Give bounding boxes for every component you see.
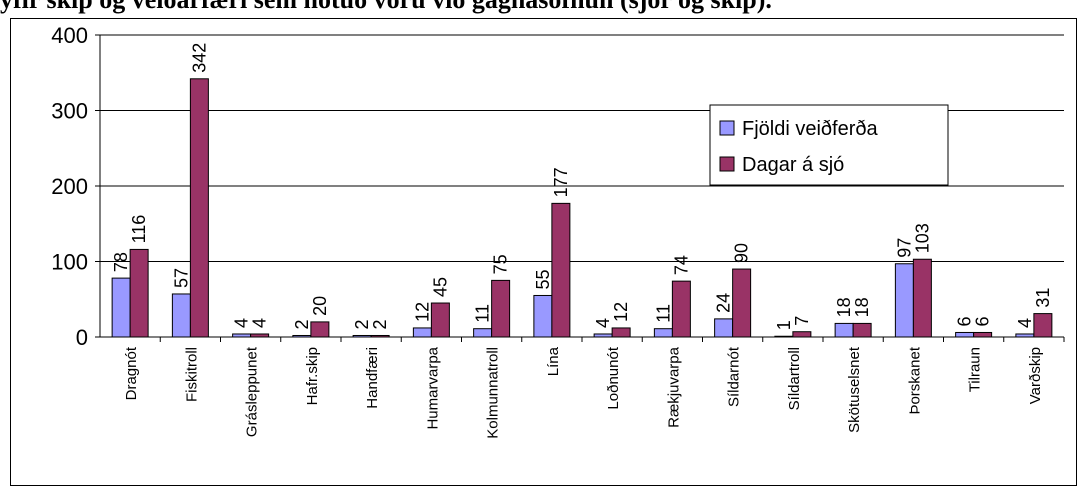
bar bbox=[834, 322, 854, 338]
category-label: Dragnót bbox=[123, 346, 140, 400]
data-label: 78 bbox=[111, 252, 131, 272]
bar bbox=[973, 331, 993, 338]
category-label: Humarvarpa bbox=[424, 346, 441, 429]
category-label: Síldarnót bbox=[726, 346, 743, 407]
data-label: 7 bbox=[792, 316, 812, 326]
category-label: Rækjuvarpa bbox=[665, 346, 682, 428]
category-label: Fiskitroll bbox=[183, 347, 200, 402]
bar bbox=[412, 327, 432, 338]
legend-swatch bbox=[719, 156, 735, 172]
y-tick-label: 200 bbox=[51, 174, 88, 199]
data-label: 57 bbox=[171, 268, 191, 288]
data-label: 11 bbox=[473, 304, 493, 323]
data-label: 177 bbox=[551, 167, 571, 197]
bar bbox=[189, 78, 209, 338]
legend-box bbox=[709, 104, 949, 186]
bar bbox=[671, 280, 691, 338]
data-label: 4 bbox=[593, 318, 613, 328]
data-label: 11 bbox=[653, 304, 673, 323]
category-label: Kolmunnatroll bbox=[485, 347, 502, 439]
data-label: 90 bbox=[732, 243, 752, 263]
bar bbox=[912, 258, 932, 338]
data-label: 2 bbox=[292, 319, 312, 329]
bar bbox=[533, 294, 553, 338]
category-label: Þorskanet bbox=[906, 346, 923, 414]
bar bbox=[852, 322, 872, 338]
category-label: Skötuselsnet bbox=[846, 346, 863, 433]
data-label: 1 bbox=[774, 320, 794, 330]
category-label: Loðnunót bbox=[605, 346, 622, 409]
category-label: Hafr.skip bbox=[304, 347, 321, 405]
data-label: 24 bbox=[714, 293, 734, 313]
bar bbox=[171, 293, 191, 338]
bar bbox=[1015, 333, 1035, 338]
bar bbox=[250, 333, 270, 338]
category-label: Handfæri bbox=[364, 347, 381, 409]
bar bbox=[370, 334, 390, 338]
bar bbox=[232, 333, 252, 338]
bar bbox=[129, 248, 149, 338]
bar bbox=[430, 302, 450, 338]
bar bbox=[593, 333, 613, 338]
bar bbox=[473, 328, 493, 338]
bar bbox=[774, 335, 794, 338]
bar bbox=[653, 328, 673, 338]
category-label: Grásleppunet bbox=[244, 346, 261, 437]
bar bbox=[611, 327, 631, 338]
bars bbox=[111, 78, 1053, 338]
data-label: 6 bbox=[955, 316, 975, 326]
data-label: 2 bbox=[370, 319, 390, 329]
y-tick-label: 400 bbox=[51, 23, 88, 48]
data-label: 12 bbox=[611, 302, 631, 322]
y-tick-label: 300 bbox=[51, 99, 88, 124]
chart-frame bbox=[10, 18, 1077, 486]
y-tick-label: 0 bbox=[76, 325, 88, 350]
data-label: 75 bbox=[491, 254, 511, 274]
bar bbox=[714, 318, 734, 338]
data-label: 74 bbox=[671, 255, 691, 275]
legend-swatch bbox=[719, 120, 735, 136]
bar bbox=[551, 202, 571, 338]
data-label: 20 bbox=[310, 296, 330, 316]
bar bbox=[732, 268, 752, 338]
chart-title: yfir skip og veiðarfæri sem notuð voru v… bbox=[0, 0, 1088, 18]
data-label: 4 bbox=[232, 318, 252, 328]
y-tick-label: 100 bbox=[51, 250, 88, 275]
bar bbox=[292, 334, 312, 338]
data-label: 45 bbox=[430, 277, 450, 297]
category-label: Síldartroll bbox=[786, 347, 803, 410]
bar bbox=[955, 331, 975, 338]
bar bbox=[792, 331, 812, 338]
y-axis-ticks: 0 100 200 300 400 bbox=[51, 23, 1065, 350]
bar bbox=[491, 279, 511, 338]
data-label: 12 bbox=[412, 302, 432, 322]
data-label: 116 bbox=[129, 215, 149, 244]
bar bbox=[111, 277, 131, 338]
category-label: Lína bbox=[545, 346, 562, 376]
bar bbox=[894, 263, 914, 338]
category-label: Varðskip bbox=[1027, 347, 1044, 404]
data-label: 103 bbox=[912, 223, 932, 253]
bar bbox=[352, 334, 372, 338]
data-label: 55 bbox=[533, 269, 553, 289]
legend-label: Fjöldi veiðferða bbox=[742, 118, 879, 140]
data-label: 4 bbox=[250, 318, 270, 328]
bar bbox=[310, 321, 330, 338]
data-label: 4 bbox=[1015, 318, 1035, 328]
data-label: 97 bbox=[894, 238, 914, 258]
data-label: 18 bbox=[852, 297, 872, 317]
category-label: Tilraun bbox=[967, 347, 984, 392]
legend-label: Dagar á sjó bbox=[742, 154, 844, 176]
data-label: 6 bbox=[973, 316, 993, 326]
data-label: 18 bbox=[834, 297, 854, 317]
bar bbox=[1033, 313, 1053, 338]
data-label: 342 bbox=[189, 43, 209, 73]
data-label: 2 bbox=[352, 319, 372, 329]
data-label: 31 bbox=[1033, 288, 1053, 308]
category-labels: Dragnót Fiskitroll Grásleppunet Hafr.skip Ha… bbox=[123, 346, 1044, 439]
legend: Fjöldi veiðferða Dagar á sjó bbox=[709, 104, 949, 186]
